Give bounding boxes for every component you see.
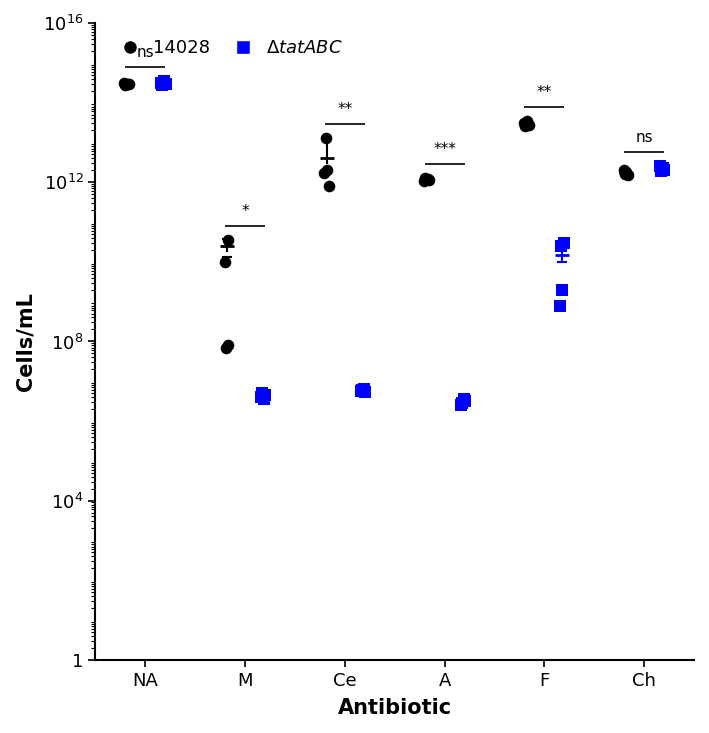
Point [359, 386, 371, 397]
Point [620, 169, 631, 180]
Point [161, 78, 172, 90]
Point [620, 166, 632, 178]
Point [419, 172, 430, 183]
Point [654, 161, 666, 172]
X-axis label: Antibiotic: Antibiotic [337, 698, 452, 718]
Point [456, 397, 467, 409]
Point [423, 174, 435, 185]
Legend: 14028, $\Delta$$\it{tatABC}$: 14028, $\Delta$$\it{tatABC}$ [104, 32, 350, 65]
Point [257, 387, 268, 399]
Point [556, 240, 567, 252]
Point [220, 256, 231, 268]
Text: **: ** [337, 102, 352, 117]
Point [120, 79, 131, 91]
Point [258, 394, 269, 405]
Point [554, 300, 566, 312]
Point [559, 237, 570, 248]
Point [223, 339, 234, 351]
Point [159, 75, 170, 87]
Text: ns: ns [137, 45, 154, 60]
Point [418, 174, 430, 186]
Text: ns: ns [635, 130, 653, 145]
Point [458, 394, 469, 405]
Point [118, 77, 130, 89]
Point [320, 132, 332, 144]
Point [657, 162, 669, 174]
Point [520, 120, 531, 132]
Text: ***: *** [433, 141, 456, 157]
Point [623, 169, 634, 181]
Point [455, 399, 467, 411]
Point [519, 117, 530, 129]
Point [155, 77, 167, 89]
Point [618, 164, 630, 176]
Point [123, 78, 135, 90]
Point [318, 167, 330, 179]
Point [459, 395, 470, 407]
Point [157, 80, 168, 92]
Text: **: ** [537, 85, 552, 100]
Point [220, 342, 232, 353]
Point [255, 391, 267, 403]
Point [557, 284, 568, 295]
Point [323, 180, 335, 192]
Point [524, 119, 535, 130]
Point [659, 164, 670, 176]
Point [123, 78, 134, 89]
Point [259, 389, 271, 401]
Point [358, 383, 369, 394]
Point [355, 385, 367, 397]
Y-axis label: Cells/mL: Cells/mL [15, 292, 35, 391]
Point [522, 115, 533, 127]
Point [356, 384, 367, 396]
Point [655, 166, 666, 177]
Text: *: * [241, 204, 249, 219]
Point [422, 173, 433, 185]
Point [223, 235, 234, 246]
Point [321, 164, 333, 176]
